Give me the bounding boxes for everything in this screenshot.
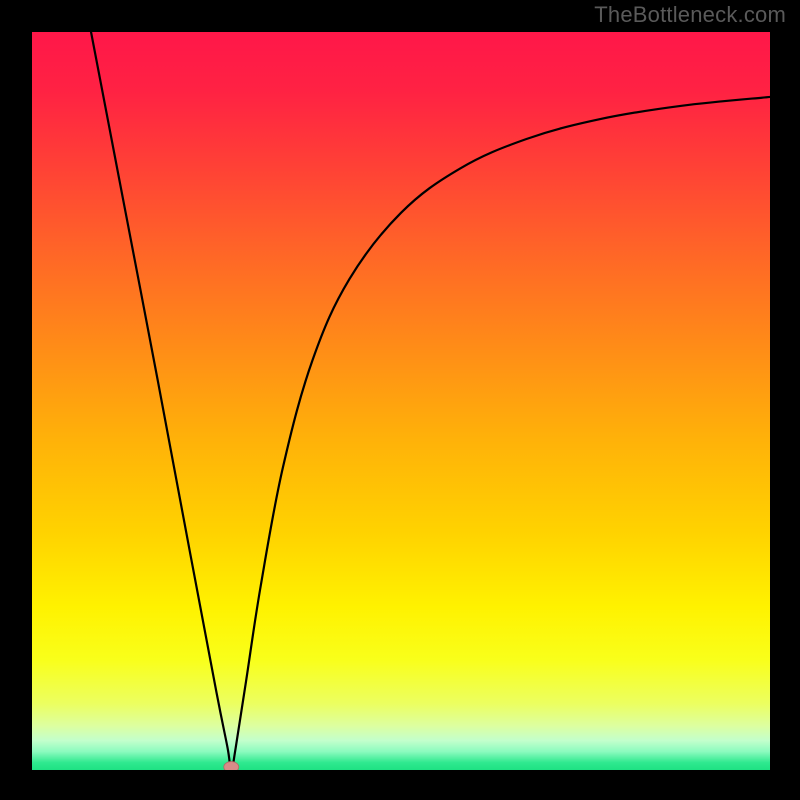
bottleneck-curve-chart	[32, 32, 770, 770]
watermark-text: TheBottleneck.com	[594, 2, 786, 28]
optimal-point-marker	[224, 762, 239, 770]
gradient-background	[32, 32, 770, 770]
chart-frame: TheBottleneck.com	[0, 0, 800, 800]
plot-area	[32, 32, 770, 770]
